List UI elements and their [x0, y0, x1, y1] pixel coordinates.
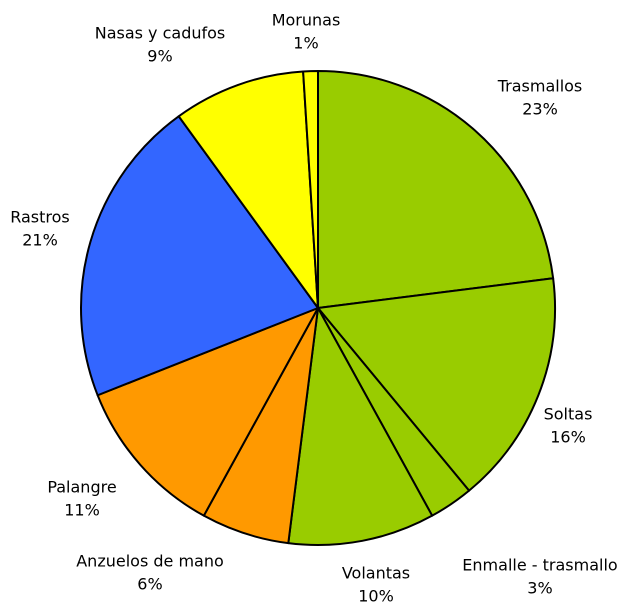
pie-slice [96, 307, 319, 517]
slice-percent: 16% [550, 428, 586, 447]
slice-label: Enmalle - trasmallo [462, 556, 617, 575]
slice-percent: 23% [522, 100, 558, 119]
slice-label: Volantas [342, 564, 410, 583]
pie-slice [80, 115, 319, 397]
pie-slice [302, 70, 319, 309]
slice-percent: 3% [527, 579, 552, 598]
slice-percent: 1% [293, 34, 318, 53]
slice-label: Palangre [47, 478, 116, 497]
slice-label: Anzuelos de mano [76, 552, 224, 571]
slice-label: Nasas y cadufos [95, 24, 226, 43]
slice-label: Rastros [10, 208, 70, 227]
slice-label: Morunas [272, 11, 341, 30]
slice-label: Trasmallos [497, 77, 583, 96]
pie-slice [317, 277, 556, 492]
slice-percent: 6% [137, 575, 162, 594]
pie-slice [287, 307, 434, 546]
slice-label: Soltas [544, 405, 593, 424]
pie-slice [317, 70, 555, 309]
slice-percent: 11% [64, 501, 100, 520]
pie-slice [177, 70, 319, 309]
slice-percent: 9% [147, 47, 172, 66]
slice-percent: 10% [358, 587, 394, 606]
slice-percent: 21% [22, 231, 58, 250]
